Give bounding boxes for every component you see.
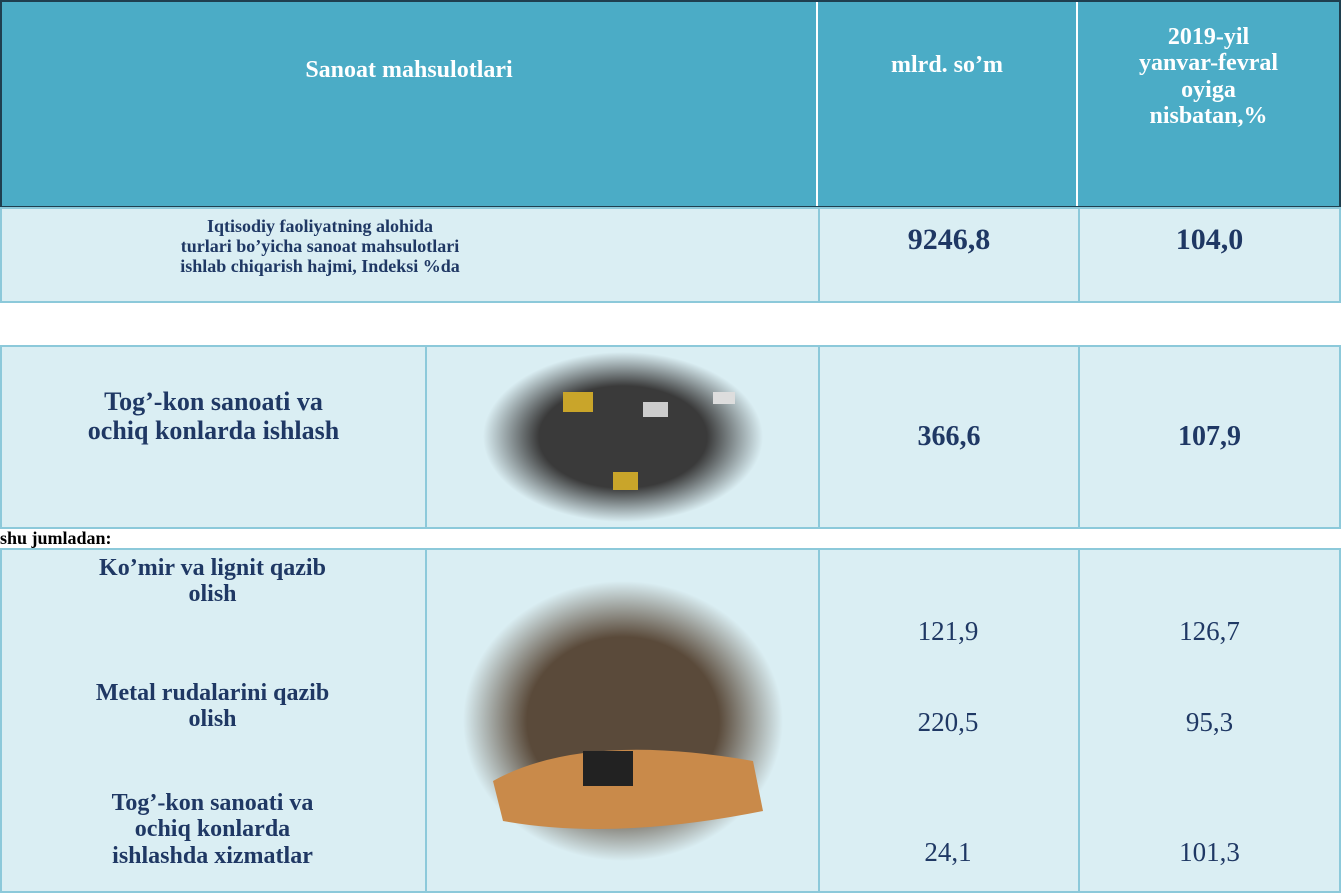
label-line: Metal rudalarini qazib	[95, 680, 330, 706]
label-line: turlari bo’yicha sanoat mahsulotlari	[180, 235, 460, 256]
image-cell	[425, 345, 820, 529]
value: 104,0	[1175, 223, 1244, 256]
item-value: 24,1	[818, 833, 1078, 873]
value-cell: 104,0	[1078, 207, 1341, 303]
value-cell	[1078, 548, 1341, 893]
value: 101,3	[1179, 837, 1240, 868]
pit-image	[462, 580, 783, 861]
label-line: oyiga	[1181, 76, 1236, 103]
item-label: Tog’-kon sanoati va ochiq konlarda ishlash…	[0, 790, 425, 869]
label-cell: Iqtisodiy faoliyatning alohida turlari bo…	[0, 207, 820, 303]
item-value: 101,3	[1078, 833, 1341, 873]
value: 9246,8	[907, 223, 991, 256]
item-value: 220,5	[818, 703, 1078, 743]
label-line: Iqtisodiy faoliyatning alohida	[206, 216, 434, 236]
label-line: ochiq konlarda ishlash	[87, 416, 340, 445]
label-line: ochiq konlarda	[134, 816, 291, 843]
label-line: ishlab chiqarish hajmi, Indeksi %da	[180, 255, 460, 276]
label-line: ishlashda xizmatlar	[112, 842, 313, 869]
label-line: Tog’-kon sanoati va	[104, 387, 323, 417]
label-line: Ko’mir va lignit qazib	[99, 555, 326, 581]
value: 126,7	[1179, 616, 1240, 647]
label-line: yanvar-fevral	[1138, 50, 1279, 77]
value: 95,3	[1185, 707, 1234, 738]
item-value: 121,9	[818, 612, 1078, 652]
value: 121,9	[917, 616, 979, 647]
image-cell	[425, 548, 820, 893]
value: 366,6	[917, 420, 981, 452]
label-line: olish	[188, 581, 237, 608]
header-cell: 2019-yil yanvar-fevral oyiga nisbatan,%	[1078, 2, 1339, 206]
value: 107,9	[1178, 420, 1241, 452]
value: 220,5	[917, 707, 979, 738]
item-label: Ko’mir va lignit qazib olish	[0, 555, 425, 608]
value-cell: 366,6	[818, 345, 1080, 529]
header-text: mlrd. so’m	[891, 52, 1003, 78]
item-label: Metal rudalarini qazib olish	[0, 680, 425, 733]
header-cell: mlrd. so’m	[818, 2, 1078, 206]
item-value: 95,3	[1078, 703, 1341, 743]
value: 24,1	[924, 837, 972, 868]
item-value: 126,7	[1078, 612, 1341, 652]
label-cell: Tog’-kon sanoati va ochiq konlarda ishlas…	[0, 345, 427, 529]
header-text: Sanoat mahsulotlari	[305, 57, 513, 83]
mining-image	[482, 352, 763, 522]
value-cell: 107,9	[1078, 345, 1341, 529]
label-line: olish	[188, 706, 237, 733]
label-line: nisbatan,%	[1149, 103, 1268, 130]
header-cell: Sanoat mahsulotlari	[2, 2, 818, 206]
value-cell: 9246,8	[818, 207, 1080, 303]
label-line: 2019-yil	[1167, 24, 1250, 50]
subheading: shu jumladan:	[0, 528, 112, 548]
label-line: Tog’-kon sanoati va	[111, 790, 314, 816]
